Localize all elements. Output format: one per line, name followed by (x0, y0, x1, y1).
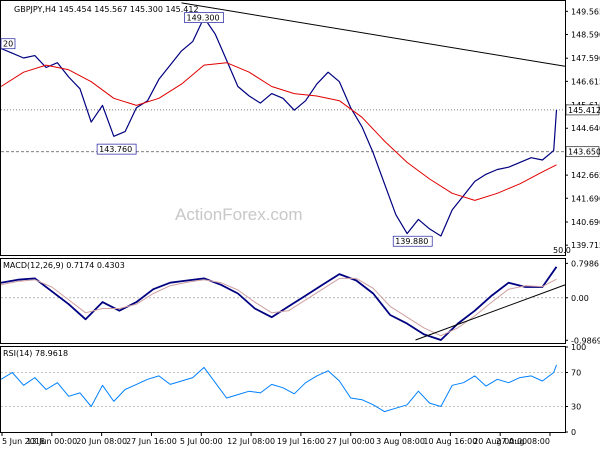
x-tick-label: 3 Aug 08:00 (376, 437, 425, 446)
macd-layer: 0.7986 0.00 -0.9869 (0, 259, 600, 345)
y-tick-label: 148.590 (571, 30, 600, 39)
level-label-box (565, 104, 600, 116)
x-tick-label: 13 Jun 00:00 (26, 437, 77, 446)
y-tick-label: -0.9869 (571, 336, 600, 345)
macd-panel (0, 258, 566, 344)
macd-title: MACD(12,26,9) 0.7174 0.4303 (3, 261, 125, 270)
y-tick-label: 140.690 (571, 218, 600, 227)
x-tick-label: 20 Jun 08:00 (76, 437, 127, 446)
watermark: ActionForex.com (175, 205, 303, 224)
symbol-header: GBPJPY,H4 145.454 145.567 145.300 145.41… (14, 5, 199, 14)
y-tick-label: 0.00 (571, 294, 589, 303)
y-tick-label: 141.690 (571, 194, 600, 203)
x-tick-label: 12 Jul 08:00 (227, 437, 275, 446)
price-panel (0, 0, 566, 256)
x-tick-label: 27 Jun 16:00 (126, 437, 177, 446)
x-tick-label: 19 Jul 16:00 (277, 437, 325, 446)
y-tick-label: 30 (571, 403, 581, 412)
series-line-price-1 (0, 62, 557, 201)
y-tick-label: 0.7986 (571, 259, 599, 268)
annotation-box (184, 12, 224, 23)
series-line-price-0 (0, 17, 558, 237)
price-layer: 149.565148.590147.590146.615145.615144.6… (0, 2, 600, 255)
level-label-box (565, 146, 600, 158)
trendline (181, 2, 566, 67)
y-tick-label: 139.715 (571, 241, 600, 250)
x-tick-label: 27 Jul 00:00 (327, 437, 375, 446)
x-tick-label: 5 Jul 00:00 (180, 437, 223, 446)
annotation-box (0, 38, 16, 50)
y-tick-label: 142.665 (571, 171, 600, 180)
rsi-layer: 100 70 30 0 (0, 343, 586, 437)
rsi-panel (0, 346, 566, 433)
y-tick-label: 70 (571, 369, 581, 378)
corner-note: 50.0 (553, 246, 571, 255)
y-tick-label: 0 (571, 428, 576, 437)
x-tick-label: 10 Aug 16:00 (423, 437, 477, 446)
series-line-macd-1 (0, 277, 557, 337)
y-tick-label: 144.640 (571, 124, 600, 133)
y-tick-label: 149.565 (571, 7, 600, 16)
y-tick-label: 100 (571, 343, 586, 352)
x-tick-label: 27 Aug 08:00 (496, 437, 550, 446)
level-label: 145.412 (568, 106, 600, 115)
rsi-title: RSI(14) 78.9618 (3, 349, 68, 358)
y-tick-label: 147.590 (571, 54, 600, 63)
trendline (415, 284, 566, 341)
annotation-label: 20 (3, 40, 13, 49)
x-tick-label: 5 Jun 2018 (2, 437, 45, 446)
level-label: 143.650 (568, 148, 600, 157)
x-tick-label: 20 Aug 00:00 (473, 437, 527, 446)
annotation-label: 139.880 (395, 237, 428, 246)
annotation-label: 143.760 (99, 145, 132, 154)
y-tick-label: 146.615 (571, 77, 600, 86)
annotation-box (392, 235, 433, 247)
annotation-label: 149.300 (187, 14, 220, 23)
annotation-box (96, 143, 137, 155)
